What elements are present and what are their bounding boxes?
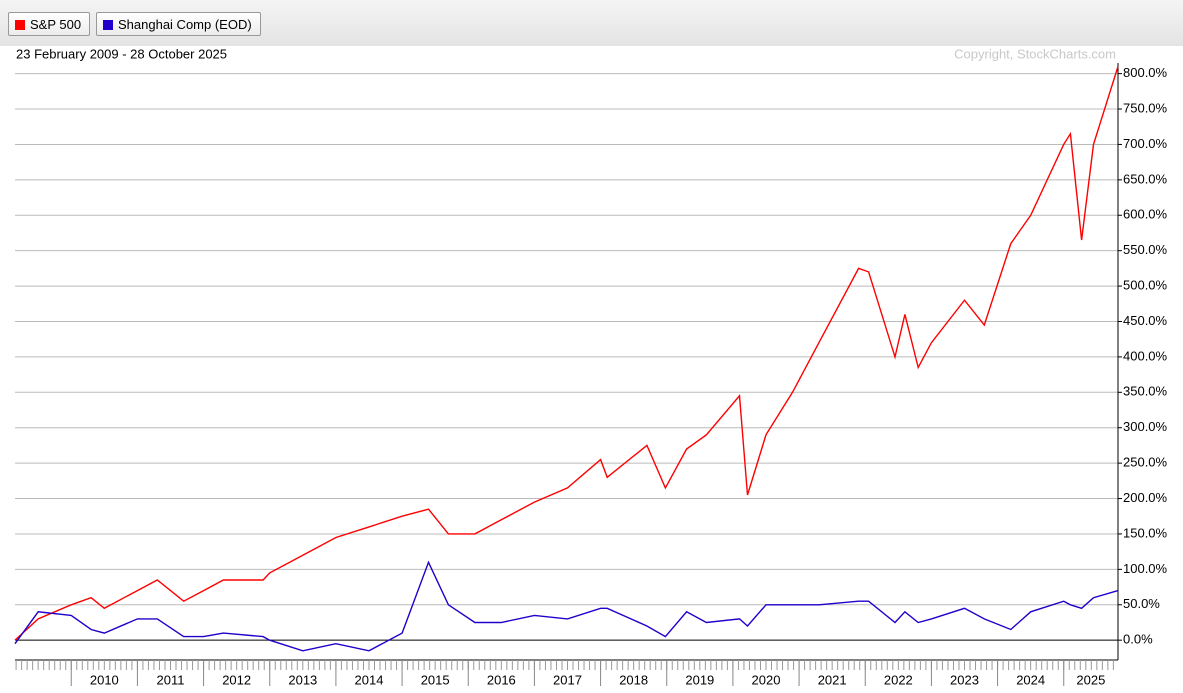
y-tick-label: 200.0% xyxy=(1123,490,1168,505)
x-tick-label: 2018 xyxy=(619,672,648,687)
series-line xyxy=(14,560,1119,652)
x-tick-label: 2013 xyxy=(288,672,317,687)
x-tick-label: 2022 xyxy=(884,672,913,687)
x-tick-label: 2024 xyxy=(1016,672,1045,687)
x-tick-label: 2025 xyxy=(1076,672,1105,687)
x-tick-label: 2017 xyxy=(553,672,582,687)
y-tick-label: 250.0% xyxy=(1123,455,1168,470)
legend-entry[interactable]: Shanghai Comp (EOD) xyxy=(96,12,261,36)
y-tick-label: 50.0% xyxy=(1123,596,1160,611)
plot-area xyxy=(15,63,1118,660)
x-tick-label: 2019 xyxy=(685,672,714,687)
y-tick-label: 650.0% xyxy=(1123,171,1168,186)
legend-entry[interactable]: S&P 500 xyxy=(8,12,91,36)
y-tick-label: 150.0% xyxy=(1123,525,1168,540)
y-tick-label: 350.0% xyxy=(1123,384,1168,399)
y-tick-label: 450.0% xyxy=(1123,313,1168,328)
x-tick-label: 2010 xyxy=(90,672,119,687)
x-tick-label: 2012 xyxy=(222,672,251,687)
subtitle: 23 February 2009 - 28 October 2025 xyxy=(16,46,227,61)
y-tick-label: 0.0% xyxy=(1123,632,1153,647)
x-tick-label: 2015 xyxy=(421,672,450,687)
chart: 23 February 2009 - 28 October 2025 Copyr… xyxy=(14,46,1168,687)
y-tick-label: 500.0% xyxy=(1123,278,1168,293)
y-tick-label: 300.0% xyxy=(1123,419,1168,434)
legend-swatch xyxy=(15,20,25,30)
y-tick-label: 550.0% xyxy=(1123,242,1168,257)
x-tick-label: 2011 xyxy=(157,672,185,687)
y-tick-label: 100.0% xyxy=(1123,561,1168,576)
x-tick-label: 2023 xyxy=(950,672,979,687)
copyright: Copyright, StockCharts.com xyxy=(954,46,1116,61)
y-tick-label: 700.0% xyxy=(1123,136,1168,151)
y-tick-label: 600.0% xyxy=(1123,207,1168,222)
x-tick-label: 2020 xyxy=(752,672,781,687)
x-tick-label: 2021 xyxy=(818,672,847,687)
legend-swatch xyxy=(103,20,113,30)
y-tick-label: 750.0% xyxy=(1123,100,1168,115)
y-tick-label: 800.0% xyxy=(1123,65,1168,80)
x-tick-label: 2016 xyxy=(487,672,516,687)
y-tick-label: 400.0% xyxy=(1123,348,1168,363)
series-line xyxy=(14,66,1119,641)
legend-bar: S&P 500 Shanghai Comp (EOD) xyxy=(0,0,1183,46)
legend-label: S&P 500 xyxy=(30,17,82,32)
legend-label: Shanghai Comp (EOD) xyxy=(118,17,252,32)
x-tick-label: 2014 xyxy=(355,672,384,687)
